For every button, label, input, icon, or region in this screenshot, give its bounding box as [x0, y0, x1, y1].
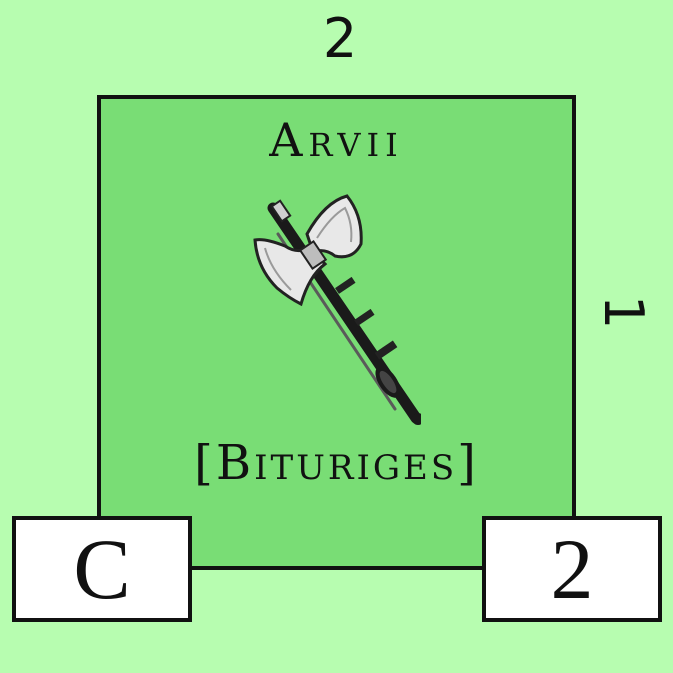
counter-subtitle: [Bituriges]	[194, 435, 479, 491]
double-axe-icon	[253, 194, 421, 425]
right-edge-value: 1	[592, 294, 655, 330]
strength-box: 2	[482, 516, 662, 622]
top-edge-value: 2	[322, 7, 358, 70]
unit-counter[interactable]: Arvii [Bituriges]	[97, 95, 576, 570]
class-box: C	[12, 516, 192, 622]
counter-title: Arvii	[269, 113, 404, 167]
